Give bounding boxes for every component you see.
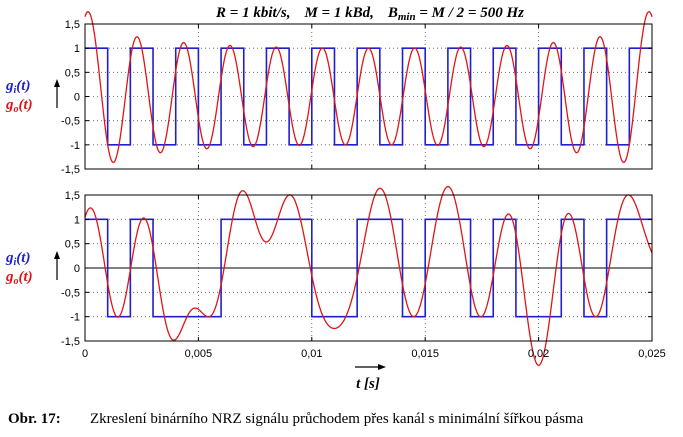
x-tick-label: 0,02 (528, 348, 549, 360)
x-arrow-icon (355, 364, 386, 370)
top-panel: 1,5 1 0,5 0 -0,5 -1 -1,5 gi(t) go(t) (5, 10, 653, 176)
bottom-y-label-gi: gi(t) (5, 250, 30, 268)
x-tick-label: 0 (82, 348, 88, 360)
figure-caption: Obr. 17: Zkreslení binárního NRZ signálu … (8, 411, 678, 428)
chart-title: R = 1 kbit/s, M = 1 kBd, Bmin = M / 2 = 50… (215, 5, 524, 23)
top-y-arrow-icon (54, 79, 60, 108)
x-tick-label: 0,005 (185, 348, 213, 360)
y-tick-label: 0,5 (65, 67, 80, 79)
y-tick-label: 0 (74, 92, 80, 104)
bottom-output-signal-line (84, 185, 653, 367)
y-tick-label: -0,5 (61, 116, 80, 128)
top-y-label-go: go(t) (5, 97, 33, 115)
y-tick-label: -1,5 (61, 336, 80, 348)
y-tick-label: 0 (74, 263, 80, 275)
x-axis-label: t [s] (355, 364, 386, 392)
y-tick-label: -1 (70, 312, 80, 324)
caption-label: Obr. 17: (8, 411, 61, 427)
bottom-y-label-go: go(t) (5, 269, 33, 287)
bottom-y-arrow-icon (54, 251, 60, 280)
bottom-y-ticks: 1,5 1 0,5 0 -0,5 -1 -1,5 (61, 190, 652, 348)
y-tick-label: -0,5 (61, 287, 80, 299)
x-tick-label: 0,015 (411, 348, 439, 360)
y-tick-label: 1,5 (65, 19, 80, 31)
top-input-signal-line (85, 47, 652, 146)
figure: R = 1 kbit/s, M = 1 kBd, Bmin = M / 2 = 50… (5, 5, 666, 392)
top-y-label: gi(t) go(t) (5, 78, 60, 115)
top-y-label-gi: gi(t) (5, 78, 30, 96)
bottom-y-label: gi(t) go(t) (5, 250, 60, 287)
x-tick-label: 0,01 (301, 348, 322, 360)
top-grid (85, 24, 652, 169)
y-tick-label: 0,5 (65, 239, 80, 251)
y-tick-label: 1,5 (65, 190, 80, 202)
y-tick-label: -1 (70, 140, 80, 152)
top-output-signal-line (84, 10, 653, 164)
x-axis-label-text: t [s] (356, 376, 380, 392)
y-tick-label: -1,5 (61, 164, 80, 176)
top-axes-frame (84, 23, 653, 170)
bottom-x-ticks: 0 0,005 0,01 0,015 0,02 0,025 (82, 348, 666, 360)
y-tick-label: 1 (74, 43, 80, 55)
y-tick-label: 1 (74, 214, 80, 226)
x-tick-label: 0,025 (638, 348, 666, 360)
bottom-panel: 1,5 1 0,5 0 -0,5 -1 -1,5 0 0,005 0,01 0,015 0,02 0,… (5, 185, 666, 392)
caption-text: Zkreslení binárního NRZ signálu průchode… (90, 411, 584, 427)
top-y-ticks: 1,5 1 0,5 0 -0,5 -1 -1,5 (61, 19, 652, 176)
